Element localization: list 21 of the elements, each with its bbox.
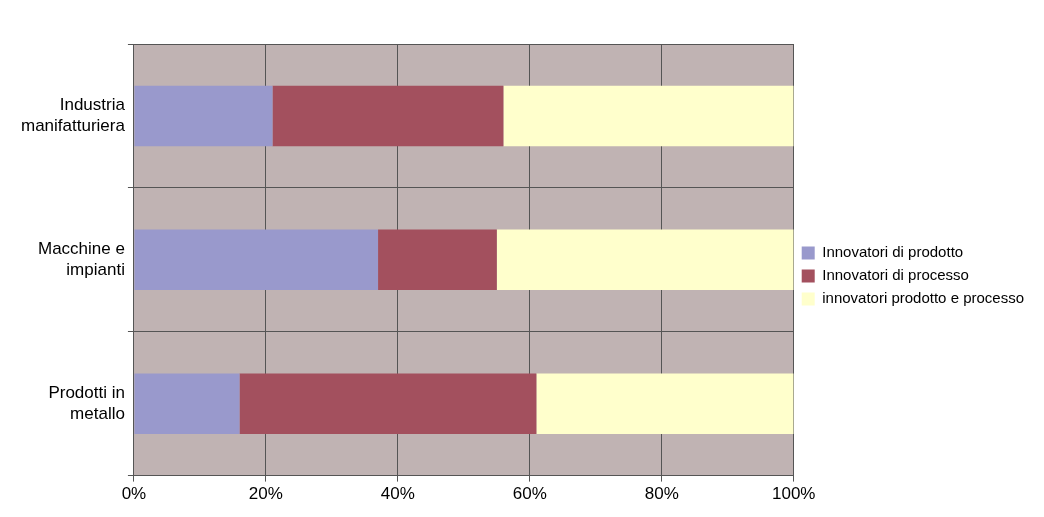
y-tick-label: Macchine e impianti [38, 239, 125, 279]
x-tick-label: 80% [644, 484, 679, 504]
bar [378, 229, 497, 291]
x-tick-label: 20% [248, 484, 283, 504]
bar [503, 85, 794, 147]
bar [134, 85, 273, 147]
y-tick-label: Industria manifatturiera [21, 95, 126, 135]
bar [134, 229, 379, 291]
bar [536, 373, 794, 434]
x-tick-label: 0% [121, 484, 147, 504]
bar [496, 229, 794, 291]
y-tick-label: Prodotti in metallo [48, 383, 125, 423]
legend-label: innovatori prodotto e processo [822, 289, 1025, 307]
legend-label: Innovatori di prodotto [822, 243, 964, 261]
x-tick-label: 40% [380, 484, 415, 504]
bar [134, 373, 240, 434]
bar [272, 85, 504, 147]
legend-label: Innovatori di processo [822, 266, 969, 284]
bar [239, 373, 537, 434]
x-tick-label: 100% [771, 484, 816, 504]
x-tick-label: 60% [512, 484, 547, 504]
